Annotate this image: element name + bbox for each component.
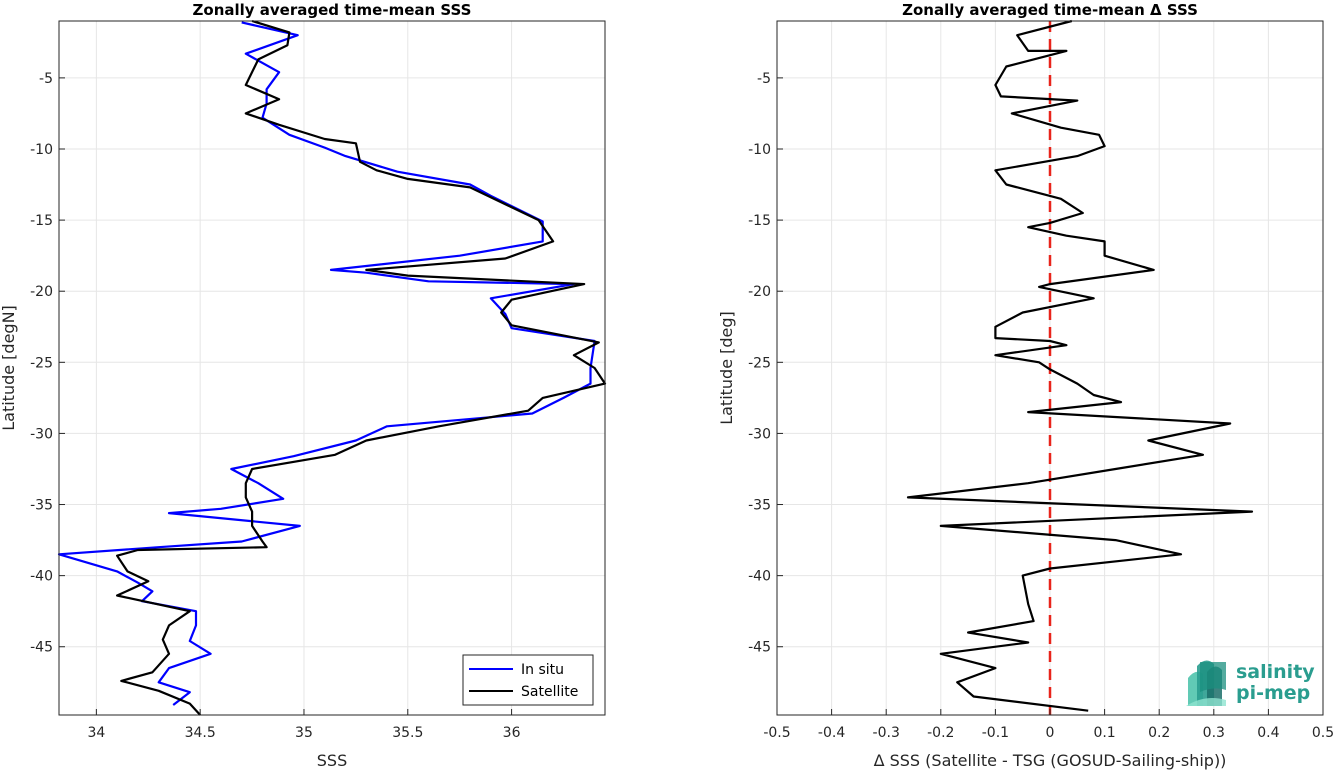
left-ytick-label: -5 bbox=[39, 71, 53, 87]
left-axes-frame bbox=[58, 20, 606, 716]
legend: In situ Satellite bbox=[462, 654, 594, 706]
right-ytick-label: -5 bbox=[757, 71, 771, 87]
left-chart-title: Zonally averaged time-mean SSS bbox=[193, 1, 472, 19]
left-tick-labels: 34 34.5 35 35.5 36 -5 -10 -15 -20 -25 -30 -35 -40 -45 bbox=[30, 71, 520, 741]
left-grid bbox=[59, 21, 605, 715]
right-ytick-label: -10 bbox=[748, 142, 771, 158]
right-xtick-label: 0.5 bbox=[1312, 725, 1334, 741]
right-xtick-label: -0.4 bbox=[818, 725, 845, 741]
left-ytick-label: -25 bbox=[30, 355, 53, 371]
left-chart-panel: 34 34.5 35 35.5 36 -5 -10 -15 -20 -25 -30 -35 -40 -45… bbox=[0, 1, 607, 770]
right-ytick-label: -40 bbox=[748, 569, 771, 585]
right-xtick-label: -0.2 bbox=[927, 725, 954, 741]
left-ytick-label: -15 bbox=[30, 213, 53, 229]
left-x-axis-label: SSS bbox=[317, 751, 347, 770]
left-xtick-label: 34.5 bbox=[185, 725, 216, 741]
left-ytick-label: -20 bbox=[30, 284, 53, 300]
left-xtick-label: 36 bbox=[503, 725, 521, 741]
right-xtick-label: 0 bbox=[1046, 725, 1055, 741]
left-y-axis-label: Latitude [degN] bbox=[0, 305, 18, 431]
salinity-pi-mep-logo: salinity pi-mep bbox=[1186, 660, 1315, 706]
right-xtick-label: 0.2 bbox=[1148, 725, 1170, 741]
right-ytick-label: -20 bbox=[748, 284, 771, 300]
right-ytick-label: -35 bbox=[748, 498, 771, 514]
right-series-group bbox=[906, 19, 1254, 715]
right-xtick-label: 0.1 bbox=[1093, 725, 1115, 741]
left-series-group bbox=[57, 19, 607, 716]
left-xtick-label: 35 bbox=[295, 725, 313, 741]
left-series-satellite-line bbox=[115, 19, 607, 716]
right-ytick-label: -15 bbox=[748, 213, 771, 229]
right-ytick-label: -30 bbox=[748, 426, 771, 442]
left-series-in-situ-line bbox=[57, 21, 596, 706]
right-xtick-label: -0.1 bbox=[982, 725, 1009, 741]
right-xtick-label: -0.3 bbox=[873, 725, 900, 741]
left-xtick-label: 34 bbox=[87, 725, 105, 741]
left-xtick-label: 35.5 bbox=[392, 725, 423, 741]
legend-in-situ-label: In situ bbox=[521, 662, 564, 678]
right-x-axis-label: Δ SSS (Satellite - TSG (GOSUD-Sailing-sh… bbox=[874, 751, 1227, 770]
logo-line-salinity: salinity bbox=[1236, 661, 1315, 683]
right-xtick-label: -0.5 bbox=[763, 725, 790, 741]
wave-logo-icon bbox=[1186, 660, 1226, 706]
right-chart-panel: -0.5 -0.4 -0.3 -0.2 -0.1 0 0.1 0.2 0.3 0.4 0.5 -5 -1… bbox=[717, 1, 1334, 770]
legend-satellite-label: Satellite bbox=[521, 684, 578, 700]
right-ytick-label: -25 bbox=[748, 355, 771, 371]
right-tick-labels: -0.5 -0.4 -0.3 -0.2 -0.1 0 0.1 0.2 0.3 0.4 0.5 -5 -1… bbox=[748, 71, 1334, 741]
right-xtick-label: 0.4 bbox=[1257, 725, 1279, 741]
left-ytick-label: -30 bbox=[30, 426, 53, 442]
left-ytick-label: -45 bbox=[30, 640, 53, 656]
legend-box bbox=[462, 654, 594, 706]
left-ytick-label: -40 bbox=[30, 569, 53, 585]
right-y-axis-label: Latitude [deg] bbox=[717, 311, 736, 425]
left-ytick-label: -35 bbox=[30, 498, 53, 514]
right-xtick-label: 0.3 bbox=[1203, 725, 1225, 741]
left-ytick-label: -10 bbox=[30, 142, 53, 158]
logo-line-pi-mep: pi-mep bbox=[1236, 682, 1310, 704]
right-chart-title: Zonally averaged time-mean Δ SSS bbox=[902, 1, 1198, 19]
right-ytick-label: -45 bbox=[748, 640, 771, 656]
right-series-delta-sss-line bbox=[906, 19, 1254, 712]
